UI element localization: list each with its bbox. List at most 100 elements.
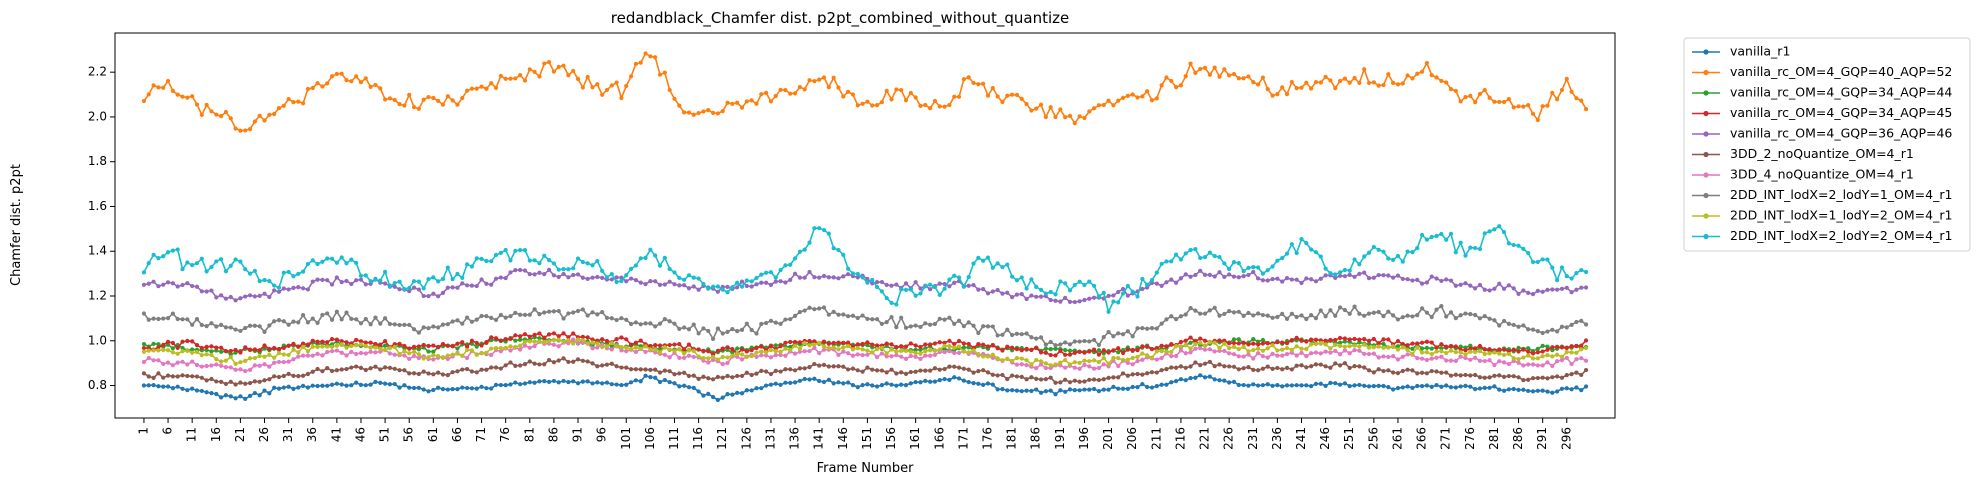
data-point — [913, 343, 918, 348]
data-point — [185, 362, 190, 367]
data-point — [662, 282, 667, 287]
data-point — [310, 344, 315, 349]
data-point — [416, 352, 421, 357]
data-point — [508, 258, 513, 263]
data-point — [764, 90, 769, 95]
data-point — [628, 347, 634, 352]
data-point — [1400, 368, 1405, 374]
data-point — [1337, 270, 1343, 275]
data-point — [199, 364, 204, 369]
data-point — [1280, 353, 1285, 358]
data-point — [1202, 65, 1208, 70]
data-point — [1366, 276, 1372, 281]
data-point — [1559, 265, 1565, 270]
data-point — [566, 275, 571, 280]
data-point — [281, 345, 286, 350]
data-point — [744, 321, 749, 326]
data-point — [1555, 278, 1560, 283]
data-point — [928, 287, 933, 292]
data-point — [701, 281, 706, 287]
legend: vanilla_r1vanilla_rc_OM=4_GQP=40_AQP=52v… — [1683, 37, 1971, 252]
data-point — [966, 345, 971, 350]
data-point — [445, 373, 450, 378]
data-point — [841, 340, 846, 345]
data-point — [1014, 292, 1020, 297]
data-point — [966, 320, 971, 325]
data-point — [296, 271, 301, 276]
data-point — [1415, 313, 1420, 318]
data-point — [450, 344, 455, 349]
data-point — [1014, 355, 1020, 361]
data-point — [667, 369, 672, 374]
data-point — [937, 292, 942, 298]
data-point — [489, 282, 494, 287]
data-point — [1583, 269, 1589, 275]
data-point — [383, 343, 388, 348]
data-point — [1043, 350, 1048, 355]
data-point — [1371, 310, 1376, 315]
data-point — [580, 307, 585, 312]
data-point — [826, 341, 831, 346]
data-point — [821, 347, 827, 352]
data-point — [262, 354, 267, 359]
data-point — [1313, 316, 1319, 321]
data-point — [455, 351, 460, 356]
data-point — [1376, 383, 1381, 388]
data-point — [870, 103, 875, 108]
data-point — [252, 323, 257, 328]
data-point — [715, 357, 720, 362]
data-point — [677, 347, 682, 352]
data-point — [392, 322, 397, 327]
data-point — [373, 341, 378, 347]
data-point — [358, 339, 364, 344]
data-point — [1111, 103, 1116, 108]
data-point — [1487, 358, 1492, 363]
data-point — [1521, 104, 1526, 109]
data-point — [156, 371, 161, 376]
data-point — [788, 277, 793, 282]
data-point — [1530, 111, 1536, 116]
data-point — [918, 368, 923, 373]
data-point — [1255, 342, 1261, 347]
data-point — [1159, 261, 1164, 267]
x-tick-label: 221 — [1198, 427, 1212, 450]
data-point — [1347, 272, 1352, 277]
data-point — [199, 345, 204, 351]
data-point — [209, 264, 214, 270]
x-tick-label: 121 — [715, 427, 729, 450]
data-point — [932, 341, 938, 346]
data-point — [315, 81, 320, 86]
data-point — [1067, 352, 1073, 357]
data-point — [1333, 275, 1338, 280]
data-point — [474, 86, 479, 91]
data-point — [657, 350, 663, 355]
data-point — [1468, 384, 1473, 389]
data-point — [296, 320, 301, 325]
data-point — [1231, 340, 1237, 346]
data-point — [1072, 350, 1077, 355]
data-point — [1439, 349, 1444, 354]
data-point — [1188, 350, 1193, 355]
data-point — [339, 255, 344, 260]
data-point — [281, 373, 286, 379]
data-point — [281, 286, 286, 291]
data-point — [498, 73, 503, 79]
data-point — [710, 357, 716, 362]
data-point — [865, 316, 870, 321]
data-point — [947, 343, 952, 349]
data-point — [1116, 346, 1121, 351]
data-point — [1092, 358, 1097, 363]
data-point — [1400, 276, 1405, 282]
data-point — [894, 353, 899, 358]
x-tick-label: 181 — [1005, 427, 1019, 450]
data-point — [754, 345, 759, 351]
data-point — [1477, 246, 1483, 252]
data-point — [165, 280, 171, 285]
data-point — [493, 365, 499, 370]
data-point — [961, 378, 966, 383]
data-point — [913, 354, 918, 359]
data-point — [161, 347, 166, 353]
data-point — [1053, 292, 1058, 297]
data-point — [426, 94, 431, 100]
data-point — [566, 379, 571, 385]
